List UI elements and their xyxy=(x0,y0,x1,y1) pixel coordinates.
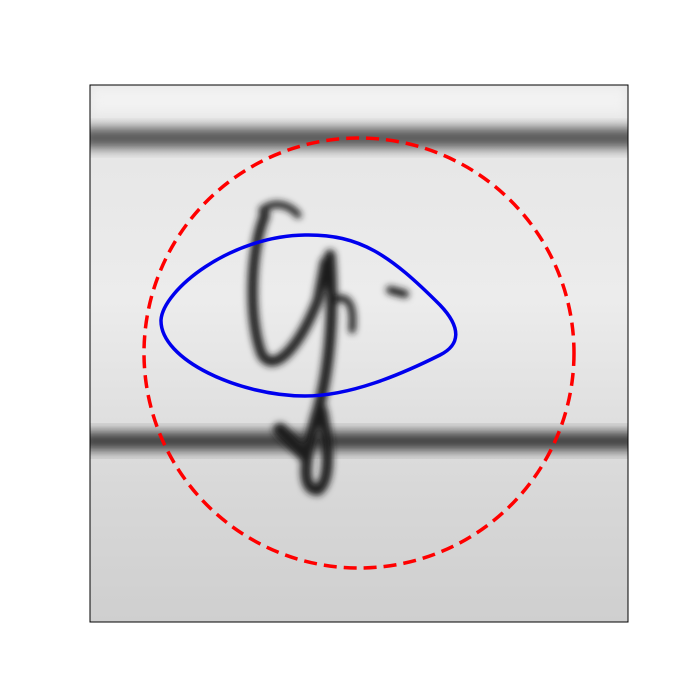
image xyxy=(90,85,628,622)
snake-contour xyxy=(159,233,458,398)
circle-contour xyxy=(142,136,576,570)
axes-frame xyxy=(89,84,629,623)
handwriting xyxy=(247,201,409,496)
